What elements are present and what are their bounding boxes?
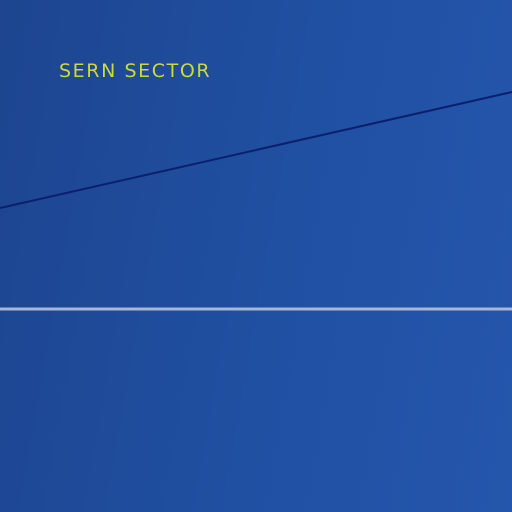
sector-label: SERN SECTOR <box>59 60 212 82</box>
diagonal-line <box>0 91 512 209</box>
